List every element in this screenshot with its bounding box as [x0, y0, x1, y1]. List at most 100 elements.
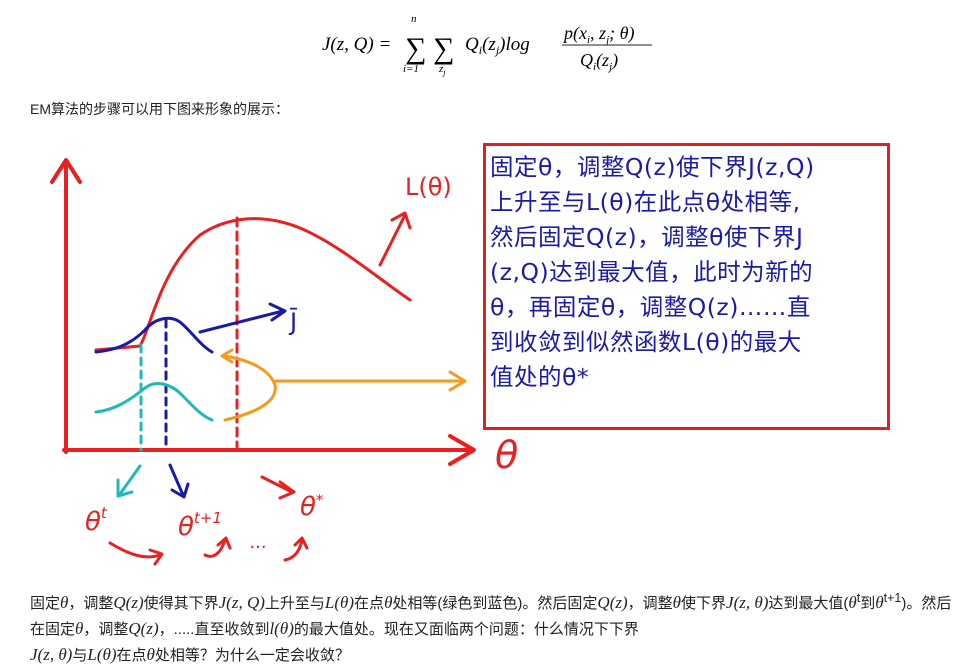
math-sup: t+1 — [883, 591, 902, 605]
math: Q(z) — [113, 593, 144, 612]
math: θ — [384, 593, 393, 612]
denominator-arg-sub: j — [607, 61, 612, 73]
explanation-line: 上升至与L(θ)在此点θ处相等, — [490, 188, 801, 216]
theta-t-sup: t — [101, 504, 108, 522]
formula-lhs: J(z, Q) = — [322, 34, 391, 55]
explanation-box: 固定θ，调整Q(z)使下界J(z,Q) 上升至与L(θ)在此点θ处相等, 然后固… — [483, 143, 890, 430]
numerator-sub-j: j — [604, 34, 609, 46]
lower-bound-label: J̄ — [288, 307, 298, 336]
denominator-sub: i — [593, 61, 596, 73]
text: 到 — [860, 595, 876, 612]
theta-t1-arrow — [168, 463, 190, 499]
text: 使下界 — [681, 595, 727, 612]
math: θ — [848, 593, 857, 612]
svg-text:θt: θt — [85, 504, 108, 537]
math: Q(z) — [128, 619, 159, 638]
explanation-text: 固定θ，调整Q(z)使下界J(z,Q) 上升至与L(θ)在此点θ处相等, 然后固… — [490, 150, 885, 395]
math: J(z, θ) — [30, 645, 73, 664]
likelihood-curve — [94, 217, 412, 352]
math: θ — [75, 619, 84, 638]
iteration-dots: ... — [250, 532, 267, 553]
step-arrow-3 — [283, 536, 309, 562]
math: θ — [60, 593, 69, 612]
text: ，.....直至收敛到 — [158, 621, 270, 638]
sum-symbol-1: ∑ — [405, 32, 426, 65]
x-axis-arrow — [62, 434, 476, 466]
explanation-line: θ，再固定θ，调整Q(z)……直 — [490, 293, 811, 321]
math: θ — [875, 593, 884, 612]
orange-pointer-arrow — [273, 370, 467, 392]
theta-t1-label: θ — [178, 512, 194, 542]
text: 的最大值处。现在又面临两个问题：什么情况下下界 — [293, 621, 639, 638]
likelihood-pointer-arrow — [378, 211, 412, 267]
text: 上升至与 — [264, 595, 325, 612]
step-arrow-1 — [108, 541, 164, 566]
sum-lower-1: i=1 — [403, 63, 419, 75]
sum-upper: n — [411, 13, 417, 25]
math: l(θ) — [269, 619, 294, 638]
sum-lower-2: z — [438, 63, 444, 75]
denominator-close: ) — [611, 50, 618, 71]
text: 与 — [72, 647, 88, 664]
y-axis-arrow — [50, 158, 82, 454]
theta-star-label: θ — [300, 492, 316, 522]
text: 在点 — [116, 647, 147, 664]
text: 在点 — [354, 595, 385, 612]
math: J(z, Q) — [218, 593, 265, 612]
sum-lower-2-sub: j — [442, 68, 446, 77]
svg-text:θ*: θ* — [300, 491, 324, 522]
lower-bound-arrow — [198, 302, 287, 334]
explanation-line: 固定θ，调整Q(z)使下界J(z,Q) — [490, 153, 815, 181]
theta-star-sup: * — [316, 491, 324, 509]
svg-text:Qi(zj): Qi(zj) — [580, 50, 618, 73]
text: 达到最大值( — [768, 595, 849, 612]
math: L(θ) — [87, 645, 117, 664]
objective-formula: J(z, Q) = n ∑ i=1 ∑ zj Qi(zj)log p(xi, z… — [0, 10, 980, 80]
svg-text:zj: zj — [438, 63, 446, 77]
term-q: Q — [465, 34, 479, 55]
theta-t-label: θ — [85, 507, 101, 537]
svg-text:θt+1: θt+1 — [178, 509, 222, 542]
sum-symbol-2: ∑ — [433, 32, 454, 65]
numerator-end: ; θ) — [609, 23, 634, 44]
text: )。然后在固定 — [30, 595, 952, 638]
step-arrow-2 — [203, 536, 232, 558]
theta-t1-sup: t+1 — [194, 509, 222, 527]
numerator-sub-i: i — [587, 34, 590, 46]
text: 固定 — [30, 595, 61, 612]
math: Q(z) — [597, 593, 628, 612]
orange-bracket — [220, 348, 277, 422]
numerator: p(x — [562, 23, 587, 44]
denominator-arg: (z — [596, 50, 609, 71]
likelihood-label: L(θ) — [405, 173, 452, 201]
lower-bound-old-curve — [94, 382, 214, 422]
lower-bound-new-curve — [94, 316, 214, 354]
math: J(z, θ) — [726, 593, 769, 612]
x-axis-label: θ — [495, 433, 518, 477]
text: ，调整 — [83, 621, 129, 638]
math: L(θ) — [324, 593, 355, 612]
text: ，调整 — [627, 595, 673, 612]
term-sub: i — [479, 43, 482, 57]
numerator-mid: , z — [590, 23, 606, 43]
math: θ — [672, 593, 682, 612]
theta-star-arrow — [260, 475, 296, 500]
math: θ — [146, 645, 155, 664]
svg-text:p(xi, zj; θ): p(xi, zj; θ) — [562, 23, 634, 46]
text: ，调整 — [68, 595, 114, 612]
math-sup: t — [856, 591, 861, 605]
explanation-line: 到收敛到似然函数L(θ)的最大 — [490, 328, 802, 356]
explanation-line: 值处的θ* — [490, 363, 590, 391]
svg-text:Qi(zj)log: Qi(zj)log — [465, 34, 530, 57]
explanation-paragraph: 固定θ，调整Q(z)使得其下界J(z, Q)上升至与L(θ)在点θ处相等(绿色到… — [30, 586, 960, 668]
theta-t-arrow — [116, 464, 142, 498]
text: 使得其下界 — [143, 595, 219, 612]
term-arg: (z — [482, 34, 496, 55]
formula-svg: J(z, Q) = n ∑ i=1 ∑ zj Qi(zj)log p(xi, z… — [322, 13, 652, 77]
explanation-line: 然后固定Q(z)，调整θ使下界J — [490, 223, 804, 251]
text: 处相等？为什么一定会收敛？ — [154, 647, 350, 664]
term-arg-sub: j — [494, 43, 500, 57]
term-log: )log — [498, 34, 530, 55]
intro-text: EM算法的步骤可以用下图来形象的展示： — [30, 101, 289, 117]
explanation-line: (z,Q)达到最大值，此时为新的 — [490, 258, 814, 286]
